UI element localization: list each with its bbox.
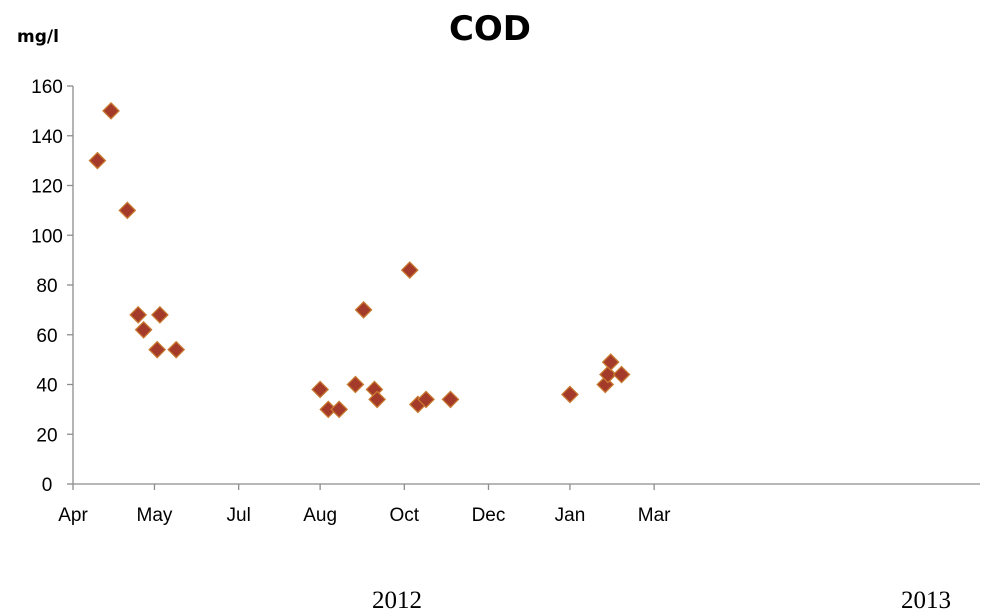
- y-tick-label: 80: [36, 276, 57, 297]
- x-tick-label: Oct: [390, 505, 420, 526]
- data-point: [134, 320, 153, 339]
- data-point: [417, 390, 435, 409]
- data-point: [118, 201, 137, 220]
- data-point: [368, 390, 387, 409]
- y-axis: 0 20 40 60 80 100 120 140 160: [31, 77, 74, 496]
- x-tick-label: Apr: [58, 505, 88, 526]
- data-point: [167, 340, 186, 359]
- y-tick-label: 40: [36, 376, 57, 397]
- y-tick-label: 140: [31, 127, 63, 148]
- chart-title: COD: [449, 9, 531, 49]
- x-tick-label: Dec: [472, 505, 506, 526]
- y-tick-label: 20: [36, 425, 57, 446]
- data-point: [400, 261, 419, 279]
- data-point: [354, 300, 373, 319]
- data-point: [346, 375, 365, 394]
- data-point: [311, 380, 330, 399]
- data-point: [88, 151, 107, 170]
- data-point: [599, 365, 617, 384]
- x-tick-label: Mar: [638, 505, 671, 526]
- y-axis-unit-label: mg/l: [17, 27, 59, 47]
- x-tick-label: May: [137, 505, 173, 526]
- x-tick-label: Jul: [227, 505, 251, 526]
- y-tick-label: 0: [42, 475, 53, 496]
- y-tick-label: 120: [31, 177, 63, 198]
- x-tick-label: Aug: [303, 505, 337, 526]
- y-tick-label: 100: [31, 226, 63, 247]
- data-point: [601, 353, 620, 372]
- data-point: [129, 305, 148, 324]
- x-axis: Apr May Jul Aug Oct Dec Jan Mar: [58, 483, 980, 526]
- data-point: [441, 390, 460, 409]
- data-point: [612, 365, 631, 384]
- y-tick-label: 60: [36, 326, 57, 347]
- data-point: [150, 305, 169, 324]
- data-points: [88, 101, 631, 419]
- y-tick-label: 160: [31, 77, 63, 98]
- data-point: [102, 101, 120, 120]
- year-label-2013: 2013: [901, 587, 951, 614]
- data-point: [148, 340, 167, 359]
- data-point: [330, 400, 349, 419]
- year-label-2012: 2012: [372, 587, 422, 614]
- data-point: [561, 385, 579, 404]
- x-tick-label: Jan: [555, 505, 586, 526]
